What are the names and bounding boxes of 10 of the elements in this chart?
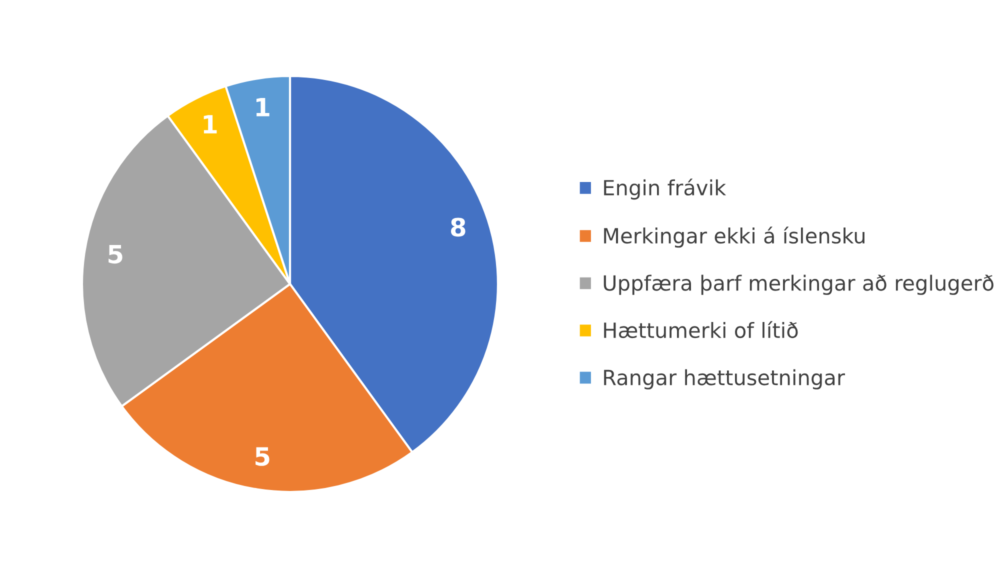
- data-label: 5: [108, 245, 122, 264]
- legend-label: Hættumerki of lítið: [604, 321, 798, 338]
- legend-label: Rangar hættusetningar: [604, 369, 846, 390]
- data-label: 1: [256, 98, 270, 116]
- legend-label: Uppfæra þarf merkingar að reglugerð: [604, 274, 994, 295]
- data-label: 1: [204, 115, 217, 134]
- legend-label: Merkingar ekki á íslensku: [604, 226, 864, 248]
- data-label: 8: [450, 218, 466, 237]
- data-label: 5: [256, 447, 270, 466]
- legend-label: Engin frávik: [604, 178, 726, 200]
